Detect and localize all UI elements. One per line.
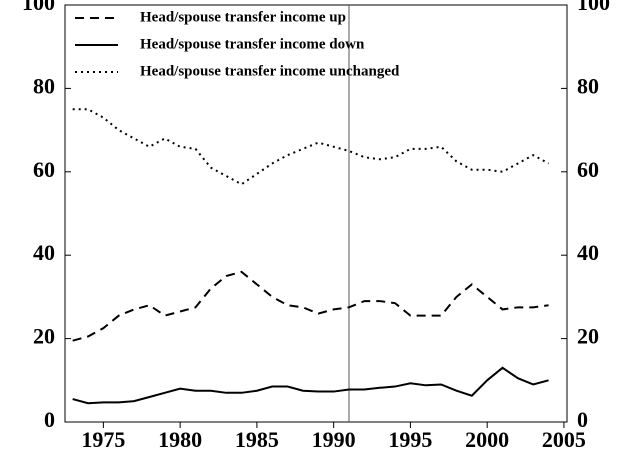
x-tick-label: 2005: [542, 427, 586, 452]
y2-tick-label: 20: [577, 324, 599, 349]
y2-tick-label: 60: [577, 157, 599, 182]
x-tick-label: 1990: [312, 427, 356, 452]
series-line: [72, 270, 549, 342]
y-tick-label: 60: [33, 157, 55, 182]
y2-tick-label: 100: [577, 0, 610, 15]
x-tick-label: 2000: [465, 427, 509, 452]
plot-frame: [64, 4, 568, 423]
y2-tick-label: 0: [577, 407, 588, 432]
legend-label: Head/spouse transfer income up: [140, 9, 346, 25]
series-line: [72, 108, 550, 186]
legend-label: Head/spouse transfer income unchanged: [140, 63, 400, 79]
y-tick-label: 0: [44, 407, 55, 432]
x-tick-label: 1995: [388, 427, 432, 452]
x-tick-label: 1980: [158, 427, 202, 452]
x-tick-label: 1985: [235, 427, 279, 452]
y-tick-label: 40: [33, 240, 55, 265]
series-line: [72, 366, 549, 405]
y-tick-label: 80: [33, 73, 55, 98]
legend-label: Head/spouse transfer income down: [140, 36, 365, 52]
y2-tick-label: 80: [577, 73, 599, 98]
y2-tick-label: 40: [577, 240, 599, 265]
y-tick-label: 100: [22, 0, 55, 15]
y-tick-label: 20: [33, 324, 55, 349]
x-tick-label: 1975: [81, 427, 125, 452]
